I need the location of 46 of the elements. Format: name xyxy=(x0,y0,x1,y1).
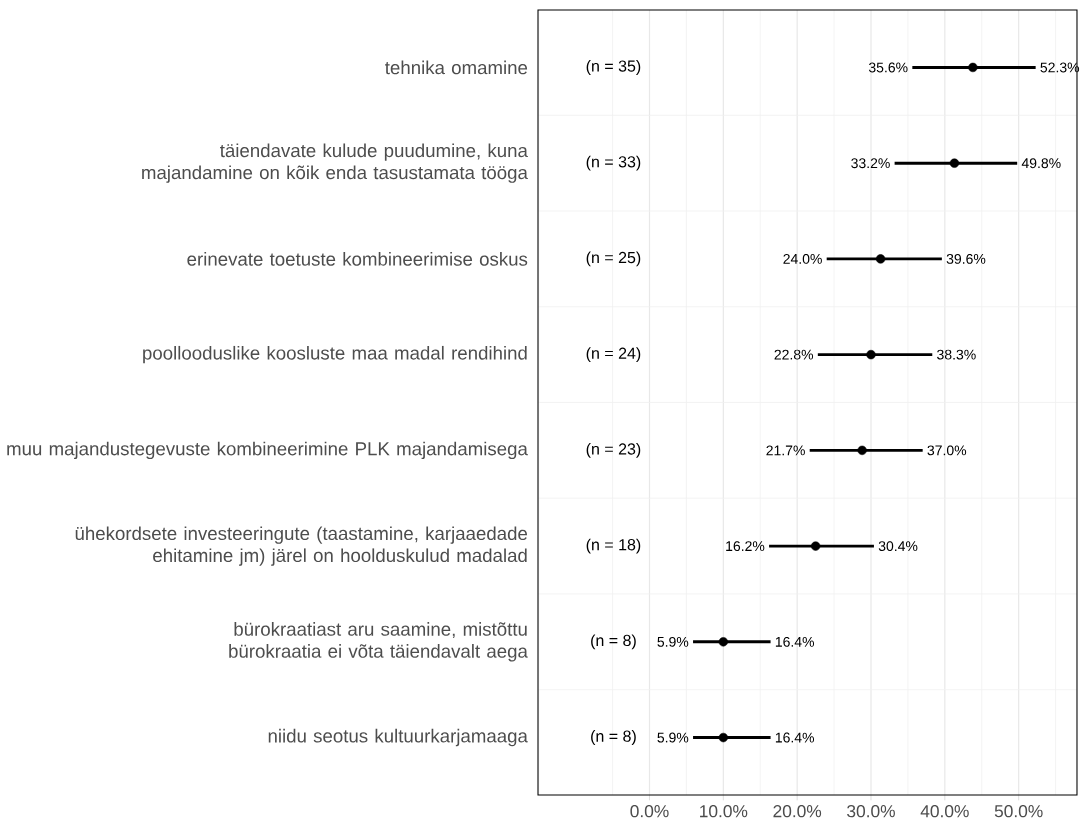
point xyxy=(875,254,886,264)
annotation: 52.3% xyxy=(1040,62,1080,73)
annotation: (n = 8) xyxy=(591,730,636,745)
x-tick-label: 10.0% xyxy=(700,805,748,818)
point xyxy=(857,445,867,456)
y-tick-label: ühekordsete investeeringute (taastamine, karjaaedade ehitamine jm) järel on hoolduskulud madalad xyxy=(75,526,528,566)
point xyxy=(718,637,728,647)
annotation: 21.7% xyxy=(766,445,805,456)
annotation: 39.6% xyxy=(946,253,986,264)
annotation: 16.2% xyxy=(726,541,765,552)
y-tick-label: niidu seotus kultuurkarjamaaga xyxy=(268,728,528,747)
annotation: (n = 8) xyxy=(591,634,636,650)
y-tick-label: erinevate toetuste kombineerimise oskus xyxy=(187,252,528,266)
annotation: (n = 33) xyxy=(586,155,641,171)
point xyxy=(718,732,728,743)
x-tick-label: 40.0% xyxy=(920,805,969,818)
annotation: 5.9% xyxy=(657,732,689,743)
annotation: 16.4% xyxy=(775,636,815,647)
annotation: (n = 18) xyxy=(586,538,641,554)
x-tick-label: 50.0% xyxy=(994,805,1043,818)
point xyxy=(968,62,978,73)
annotation: (n = 24) xyxy=(586,347,641,363)
point xyxy=(810,541,821,551)
annotation: 30.4% xyxy=(878,541,918,552)
y-tick-label: bürokraatiast aru saamine, mistõttu bürokraatia ei võta täiendavalt aega xyxy=(229,622,528,662)
y-tick-label: täiendavate kulude puudumine, kuna majandamine on kõik enda tasustamata tööga xyxy=(142,143,528,183)
y-tick-label: poollooduslike koosluste maa madal rendihind xyxy=(143,345,527,364)
annotation: (n = 25) xyxy=(586,251,641,267)
annotation: 5.9% xyxy=(657,636,689,647)
annotation: 16.4% xyxy=(775,732,815,743)
x-tick-label: 20.0% xyxy=(773,805,822,818)
annotation: (n = 23) xyxy=(586,442,641,458)
annotation: (n = 35) xyxy=(586,59,641,75)
annotation: 22.8% xyxy=(774,349,814,360)
annotation: 49.8% xyxy=(1021,158,1061,169)
annotation: 37.0% xyxy=(927,445,967,456)
point xyxy=(866,349,876,360)
x-tick-label: 0.0% xyxy=(630,805,669,818)
y-tick-label: muu majandustegevuste kombineerimine PLK majandamisega xyxy=(7,441,528,460)
annotation: 38.3% xyxy=(937,349,976,360)
annotation: 35.6% xyxy=(868,62,908,73)
annotation: 24.0% xyxy=(783,253,822,264)
y-tick-label: tehnika omamine xyxy=(385,60,528,75)
annotation: 33.2% xyxy=(851,158,890,169)
point xyxy=(949,158,960,168)
x-tick-label: 30.0% xyxy=(847,805,895,818)
